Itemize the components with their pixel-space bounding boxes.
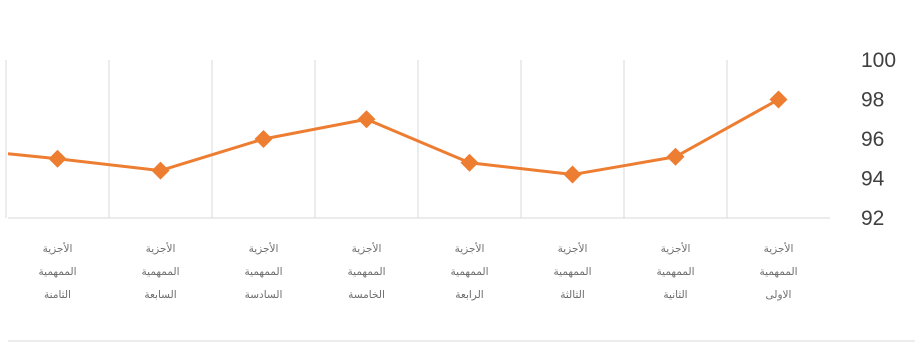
- x-tick-label-line: الممهمية: [554, 266, 592, 278]
- x-tick-label-line: الأجزية: [43, 242, 73, 255]
- x-tick-label-line: الممهمية: [760, 266, 798, 278]
- x-tick-label: الأجزية الممهمية الخامسة: [348, 242, 386, 301]
- x-axis-category-labels: الأجزية الممهمية الاولى الأجزية الممهمية الثا…: [39, 242, 798, 301]
- x-tick-label-line: الثالثة: [560, 289, 584, 301]
- data-point: [460, 153, 479, 172]
- x-tick-label-line: الأجزية: [558, 242, 588, 255]
- series-line: [57, 98, 780, 177]
- x-tick-label: الأجزية الممهمية الثامنة: [39, 242, 77, 301]
- x-tick-label: الأجزية الممهمية الثانية: [657, 242, 695, 301]
- data-point: [666, 147, 685, 166]
- x-tick-label: الأجزية الممهمية الاولى: [760, 242, 798, 301]
- y-tick-label: 98: [861, 89, 884, 112]
- x-tick-label-line: الأجزية: [146, 242, 176, 255]
- x-tick-label-line: الرابعة: [455, 289, 483, 301]
- x-tick-label-line: الأجزية: [455, 242, 485, 255]
- x-tick-label-line: الممهمية: [348, 266, 386, 278]
- y-axis-ticks: 100 98 96 94 92: [861, 49, 896, 230]
- x-tick-label-line: الممهمية: [657, 266, 695, 278]
- x-tick-label-line: الثانية: [663, 289, 687, 301]
- x-tick-label: الأجزية الممهمية السابعة: [142, 242, 180, 301]
- y-tick-label: 100: [861, 49, 896, 72]
- data-point: [48, 149, 67, 168]
- x-tick-label-line: الممهمية: [142, 266, 180, 278]
- x-tick-label-line: الاولى: [766, 289, 792, 301]
- vertical-gridlines: [5, 60, 728, 218]
- data-point: [357, 110, 376, 129]
- x-tick-label-line: الخامسة: [348, 289, 385, 301]
- x-tick-label-line: الأجزية: [661, 242, 691, 255]
- x-tick-label-line: الممهمية: [39, 266, 77, 278]
- y-tick-label: 94: [861, 168, 885, 191]
- series-markers: [48, 90, 788, 184]
- data-point: [151, 161, 170, 180]
- y-tick-label: 96: [861, 128, 884, 151]
- x-tick-label-line: الأجزية: [352, 242, 382, 255]
- x-tick-label-line: السابعة: [144, 289, 176, 301]
- y-tick-label: 92: [861, 207, 884, 230]
- x-tick-label-line: الأجزية: [249, 242, 279, 255]
- x-tick-label-line: الممهمية: [245, 266, 283, 278]
- x-tick-label-line: السادسة: [245, 289, 283, 301]
- data-point: [769, 90, 788, 109]
- x-tick-label: الأجزية الممهمية السادسة: [245, 242, 283, 301]
- x-tick-label-line: الثامنة: [44, 289, 71, 301]
- data-point: [254, 130, 273, 148]
- x-tick-label-line: الممهمية: [451, 266, 489, 278]
- x-tick-label: الأجزية الممهمية الرابعة: [451, 242, 489, 301]
- x-tick-label-line: الأجزية: [764, 242, 794, 255]
- x-tick-label: الأجزية الممهمية الثالثة: [554, 242, 592, 301]
- data-point: [563, 165, 582, 184]
- series-line-leadin: [7, 152, 58, 161]
